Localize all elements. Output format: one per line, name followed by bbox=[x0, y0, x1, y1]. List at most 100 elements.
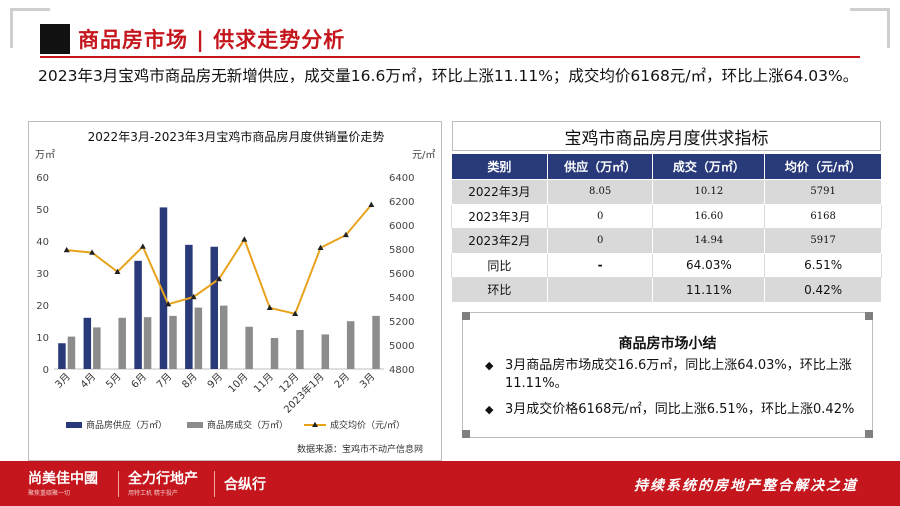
market-summary-title: 商品房市场小结 bbox=[618, 336, 717, 352]
left-axis-tick-label: 50 bbox=[36, 205, 49, 216]
legend-label-price: 成交均价（元/㎡） bbox=[330, 419, 405, 431]
legend-swatch-supply bbox=[66, 422, 82, 428]
avg-price-point bbox=[292, 310, 299, 316]
left-axis-tick-label: 40 bbox=[36, 237, 49, 248]
table-cell: 2023年2月 bbox=[451, 228, 548, 254]
supply-bar bbox=[134, 260, 142, 369]
avg-price-point bbox=[114, 268, 121, 274]
left-axis-tick-label: 0 bbox=[43, 365, 49, 376]
title-square-icon bbox=[40, 24, 70, 54]
table-cell: - bbox=[546, 252, 654, 278]
box-corner-decoration bbox=[865, 312, 873, 320]
transaction-bar bbox=[118, 317, 126, 369]
logo-shangmeijia: 尚美佳中國 bbox=[28, 471, 98, 487]
left-axis-tick-label: 10 bbox=[36, 333, 49, 344]
table-row: 2023年3月 0 16.60 6168 bbox=[451, 203, 882, 229]
logo-divider bbox=[214, 471, 215, 497]
table-header-cell: 均价（元/㎡） bbox=[764, 153, 882, 180]
diamond-bullet-icon: ◆ bbox=[485, 403, 494, 416]
x-axis-tick-label: 8月 bbox=[180, 371, 200, 391]
transaction-bar bbox=[245, 326, 253, 369]
transaction-bar bbox=[169, 315, 177, 369]
summary-item-text: 3月成交价格6168元/㎡，同比上涨6.51%，环比上涨0.42% bbox=[505, 402, 855, 417]
x-axis-tick-label: 6月 bbox=[129, 371, 149, 391]
page-title: 商品房市场 | 供求走势分析 bbox=[78, 28, 346, 52]
logo-quanlixing: 全力行地产 bbox=[128, 471, 198, 487]
x-axis-tick-label: 10月 bbox=[226, 371, 251, 396]
table-header-cell: 类别 bbox=[451, 153, 548, 180]
box-corner-decoration bbox=[462, 430, 470, 438]
logo-quanlixing-tagline: 用特工机 精于投产 bbox=[128, 490, 178, 497]
title-underline bbox=[40, 56, 860, 58]
x-axis-tick-label: 5月 bbox=[104, 371, 124, 391]
table-header-cell: 成交（万㎡） bbox=[652, 153, 766, 180]
x-axis-tick-label: 9月 bbox=[205, 371, 225, 391]
right-axis-tick-label: 5200 bbox=[389, 317, 414, 328]
table-cell: 11.11% bbox=[652, 277, 766, 303]
supply-bar bbox=[210, 246, 218, 369]
table-cell: 2023年3月 bbox=[451, 203, 548, 229]
diamond-bullet-icon: ◆ bbox=[485, 359, 494, 372]
footer-slogan: 持续系统的房地产整合解决之道 bbox=[634, 478, 858, 494]
table-cell: 16.60 bbox=[652, 203, 766, 229]
right-axis-tick-label: 6200 bbox=[389, 197, 414, 208]
left-axis-tick-label: 30 bbox=[36, 269, 49, 280]
right-axis-tick-label: 6000 bbox=[389, 221, 414, 232]
table-cell: 2022年3月 bbox=[451, 179, 548, 205]
left-axis-tick-label: 60 bbox=[36, 173, 49, 184]
table-row: 2022年3月 8.05 10.12 5791 bbox=[451, 179, 882, 205]
table-title: 宝鸡市商品房月度供求指标 bbox=[452, 121, 881, 151]
summary-item-text: 3月商品房市场成交16.6万㎡，同比上涨64.03%，环比上涨11.11%。 bbox=[505, 358, 852, 391]
table-cell: 0 bbox=[546, 203, 654, 229]
summary-list-item: ◆ 3月成交价格6168元/㎡，同比上涨6.51%，环比上涨0.42% bbox=[485, 401, 860, 419]
transaction-bar bbox=[296, 329, 304, 369]
avg-price-point bbox=[342, 231, 349, 238]
x-axis-tick-label: 3月 bbox=[357, 371, 377, 391]
legend-label-transaction: 商品房成交（万㎡） bbox=[207, 419, 288, 431]
transaction-bar bbox=[93, 327, 101, 369]
logo-shangmeijia-tagline: 聚焦重碳聚一切 bbox=[28, 490, 71, 497]
transaction-bar bbox=[321, 334, 330, 369]
page-header: 商品房市场 | 供求走势分析 bbox=[40, 22, 345, 56]
table-cell: 0 bbox=[546, 228, 654, 254]
avg-price-point bbox=[216, 275, 222, 282]
right-axis-tick-label: 5000 bbox=[389, 341, 414, 352]
table-cell: 0.42% bbox=[764, 277, 882, 303]
box-corner-decoration bbox=[462, 312, 470, 320]
supply-demand-table: 类别 供应（万㎡） 成交（万㎡） 均价（元/㎡） 2022年3月 8.05 10… bbox=[451, 153, 882, 303]
transaction-bar bbox=[346, 321, 355, 369]
supply-bar bbox=[58, 343, 66, 369]
avg-price-point bbox=[63, 246, 70, 253]
footer-banner: 尚美佳中國 聚焦重碳聚一切 全力行地产 用特工机 精于投产 合纵行 持续系统的房… bbox=[0, 461, 900, 506]
table-cell: 6.51% bbox=[764, 252, 882, 278]
table-cell: 8.05 bbox=[546, 179, 654, 205]
avg-price-point bbox=[368, 201, 375, 208]
x-axis-tick-label: 7月 bbox=[154, 371, 174, 391]
transaction-bar bbox=[372, 315, 380, 369]
table-header-cell: 供应（万㎡） bbox=[546, 153, 654, 180]
right-axis-tick-label: 6400 bbox=[389, 173, 414, 184]
x-axis-tick-label: 2月 bbox=[332, 371, 352, 391]
transaction-bar bbox=[143, 317, 152, 369]
avg-price-point bbox=[317, 244, 324, 250]
x-axis-tick-label: 11月 bbox=[251, 371, 276, 396]
x-axis-tick-label: 4月 bbox=[78, 371, 98, 391]
transaction-bar bbox=[67, 336, 76, 369]
chart-panel: 2022年3月-2023年3月宝鸡市商品房月度供销量价走势 万㎡ 元/㎡ 0 10 20 3… bbox=[28, 121, 442, 461]
supply-bar bbox=[185, 244, 193, 369]
avg-price-point bbox=[89, 249, 96, 255]
table-cell: 环比 bbox=[451, 277, 548, 303]
table-cell: 14.94 bbox=[652, 228, 766, 254]
right-axis-tick-label: 5800 bbox=[389, 245, 414, 256]
table-row: 环比 11.11% 0.42% bbox=[451, 277, 882, 303]
summary-text: 2023年3月宝鸡市商品房无新增供应，成交量16.6万㎡，环比上涨11.11%；… bbox=[38, 67, 859, 85]
avg-price-point bbox=[266, 304, 273, 310]
supply-bar bbox=[83, 317, 92, 369]
table-cell: 6168 bbox=[764, 203, 882, 229]
avg-price-point bbox=[139, 243, 146, 249]
summary-list-item: ◆ 3月商品房市场成交16.6万㎡，同比上涨64.03%，环比上涨11.11%。 bbox=[485, 357, 860, 393]
right-axis-tick-label: 5600 bbox=[389, 269, 414, 280]
corner-decoration-left bbox=[10, 8, 50, 48]
data-source-label: 数据来源：宝鸡市不动产信息网 bbox=[297, 443, 423, 455]
avg-price-line bbox=[66, 204, 373, 315]
